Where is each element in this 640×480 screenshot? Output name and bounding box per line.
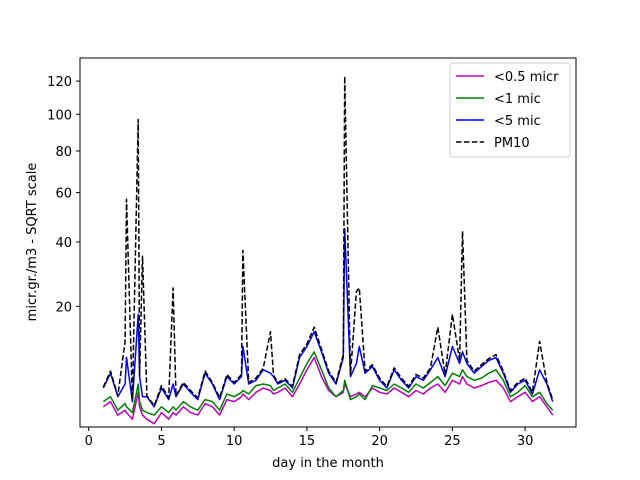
x-axis-label: day in the month (272, 456, 384, 471)
x-tick-label: 5 (157, 434, 165, 449)
x-tick-label: 0 (85, 434, 93, 449)
legend: <0.5 micr <1 mic <5 mic PM10 (449, 62, 571, 158)
legend-label: <1 mic (494, 92, 541, 107)
series-layer (102, 75, 554, 425)
x-tick-label: 30 (517, 434, 534, 449)
series-line-0 (102, 356, 554, 425)
series-line-1 (102, 351, 554, 416)
legend-label: <0.5 micr (494, 70, 559, 85)
y-tick-label: 20 (55, 300, 72, 315)
y-axis-label: micr.gr./m3 - SQRT scale (25, 163, 40, 322)
x-axis: 0 5 10 15 20 25 30 (85, 427, 534, 449)
legend-box (449, 62, 571, 158)
y-tick-label: 120 (47, 75, 72, 90)
plot-frame (79, 57, 577, 428)
legend-label: <5 mic (494, 114, 541, 129)
y-tick-label: 60 (55, 187, 72, 202)
x-tick-label: 10 (226, 434, 243, 449)
x-tick-label: 15 (299, 434, 316, 449)
series-line-2 (102, 227, 554, 408)
y-axis: 20 40 60 80 100 120 (47, 75, 80, 315)
y-tick-label: 40 (55, 236, 72, 251)
y-tick-label: 100 (47, 108, 72, 123)
series-line-3 (102, 75, 554, 407)
y-tick-label: 80 (55, 145, 72, 160)
legend-label: PM10 (494, 136, 530, 151)
x-tick-label: 20 (371, 434, 388, 449)
x-tick-label: 25 (444, 434, 461, 449)
